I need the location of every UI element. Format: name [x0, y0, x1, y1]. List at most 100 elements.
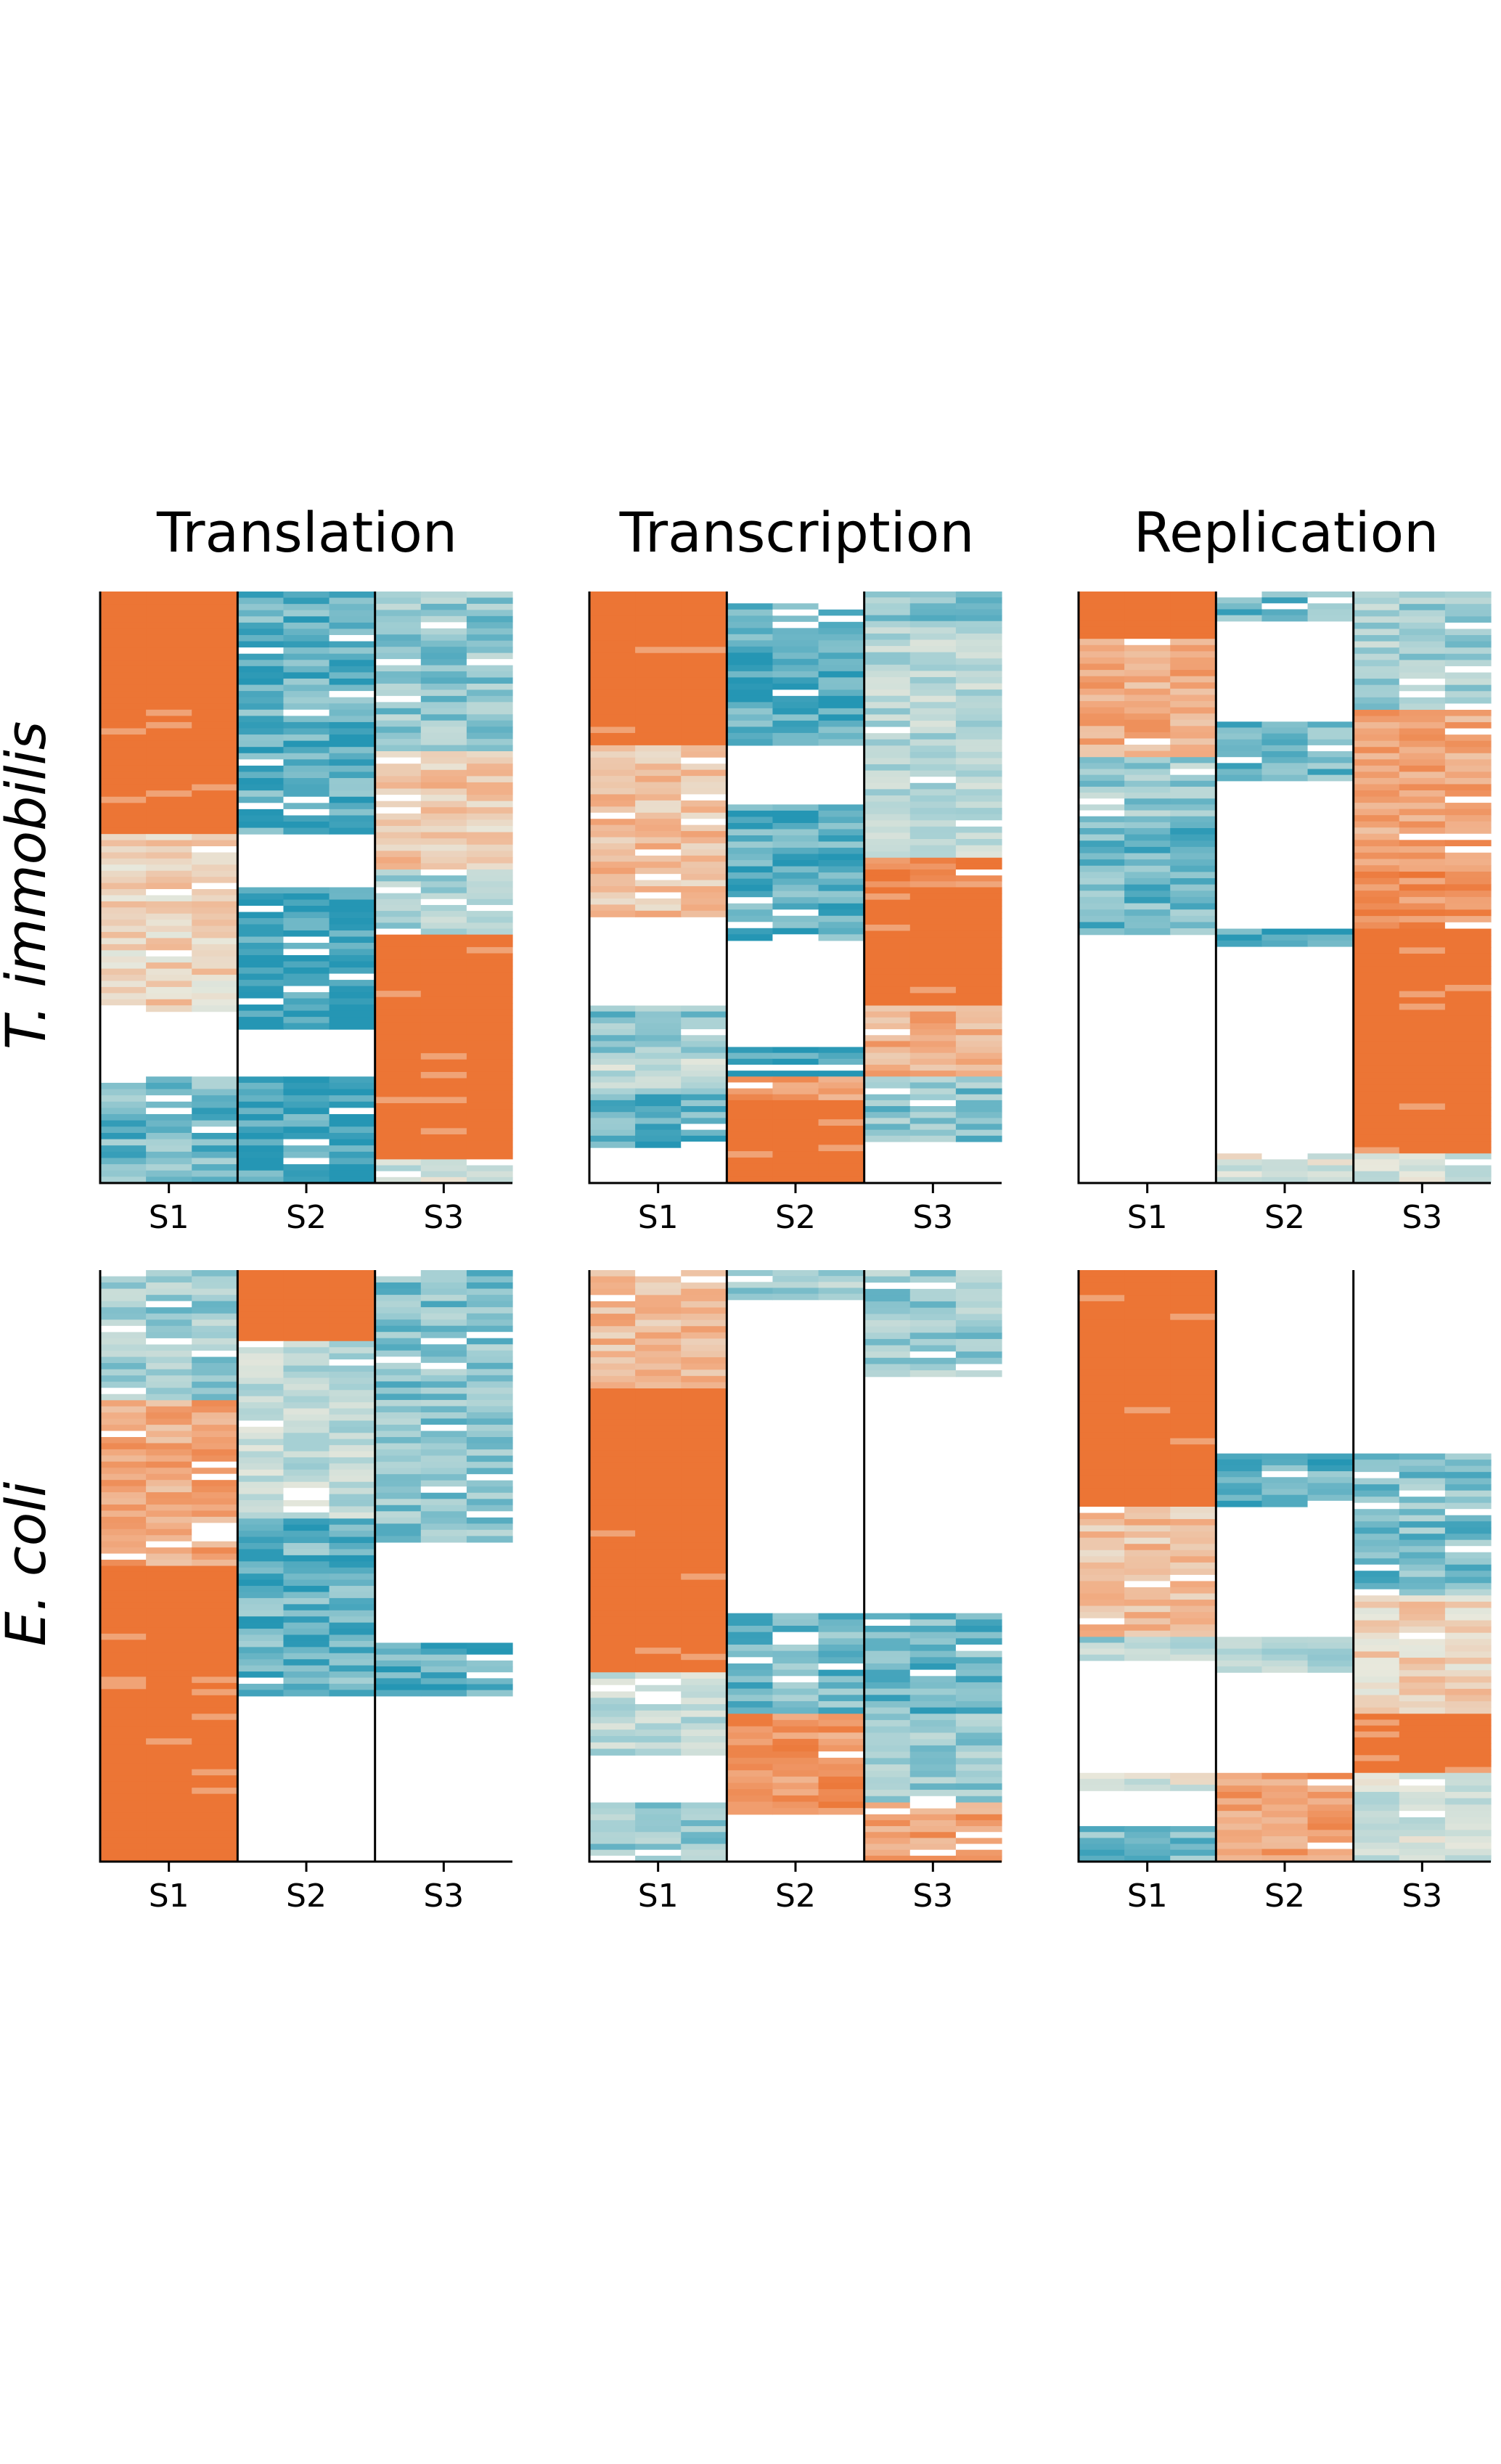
- heatmap-cell: [818, 909, 865, 917]
- heatmap-cell: [909, 789, 957, 796]
- heatmap-cell: [1170, 872, 1216, 879]
- heatmap-cell: [192, 1584, 238, 1592]
- heatmap-cell: [283, 1378, 330, 1385]
- heatmap-cell: [100, 877, 147, 884]
- heatmap-cell: [955, 1838, 1002, 1845]
- heatmap-cell: [192, 753, 238, 760]
- heatmap-cell: [1170, 713, 1216, 721]
- heatmap-cell: [909, 1082, 957, 1089]
- heatmap-cell: [1216, 928, 1263, 936]
- x-tick-label: S2: [1264, 1199, 1305, 1236]
- heatmap-cell: [589, 610, 636, 617]
- heatmap-cell: [1444, 935, 1492, 942]
- heatmap-cell: [1399, 1122, 1446, 1129]
- heatmap-cell: [375, 1078, 422, 1085]
- heatmap-cell: [818, 1688, 865, 1695]
- heatmap-cell: [1170, 774, 1216, 782]
- heatmap-cell: [466, 1078, 513, 1085]
- heatmap-cell: [375, 1529, 422, 1536]
- heatmap-cell: [420, 677, 467, 684]
- heatmap-cell: [237, 1531, 285, 1538]
- heatmap-cell: [192, 597, 238, 605]
- heatmap-cell: [466, 1295, 513, 1302]
- heatmap-cell: [146, 840, 192, 847]
- heatmap-cell: [283, 1433, 330, 1440]
- heatmap-cell: [635, 1579, 682, 1587]
- heatmap-cell: [192, 907, 238, 914]
- heatmap-cell: [1399, 922, 1446, 930]
- heatmap-cell: [1353, 1558, 1400, 1565]
- heatmap-cell: [635, 1425, 682, 1433]
- heatmap-cell: [1124, 810, 1171, 817]
- heatmap-cell: [955, 1364, 1002, 1371]
- heatmap-cell: [192, 697, 238, 704]
- heatmap-cell: [864, 733, 911, 740]
- heatmap-cell: [1124, 1351, 1171, 1358]
- heatmap-cell: [146, 1682, 192, 1690]
- heatmap-cell: [681, 1493, 727, 1500]
- heatmap-cell: [237, 709, 285, 716]
- heatmap-cell: [329, 1481, 376, 1489]
- heatmap-cell: [420, 1462, 467, 1469]
- heatmap-cell: [864, 592, 911, 598]
- heatmap-cell: [237, 1555, 285, 1562]
- heatmap-cell: [146, 1288, 192, 1296]
- heatmap-cell: [146, 740, 192, 748]
- heatmap-cell: [1170, 1574, 1216, 1582]
- heatmap-cell: [329, 784, 376, 791]
- heatmap-cell: [329, 1076, 376, 1084]
- heatmap-cell: [1444, 1465, 1492, 1473]
- heatmap-cell: [375, 628, 422, 635]
- heatmap-cell: [1261, 1494, 1309, 1502]
- heatmap-cell: [1353, 1767, 1400, 1774]
- heatmap-cell: [1399, 871, 1446, 879]
- heatmap-cell: [635, 659, 682, 666]
- heatmap-cell: [100, 1082, 147, 1090]
- heatmap-cell: [283, 1536, 330, 1544]
- heatmap-cell: [283, 1323, 330, 1330]
- heatmap-cell: [864, 745, 911, 753]
- heatmap-cell: [818, 1782, 865, 1790]
- heatmap-cell: [466, 1313, 513, 1320]
- heatmap-cell: [589, 1549, 636, 1556]
- heatmap-cell: [681, 1536, 727, 1544]
- heatmap-cell: [146, 1707, 192, 1714]
- heatmap-cell: [1353, 1761, 1400, 1768]
- heatmap-cell: [466, 1418, 513, 1425]
- heatmap-cell: [1170, 615, 1216, 622]
- heatmap-cell: [192, 1108, 238, 1115]
- heatmap-cell: [864, 1613, 911, 1620]
- heatmap-cell: [772, 897, 819, 904]
- heatmap-cell: [192, 822, 238, 829]
- heatmap-cell: [1444, 691, 1492, 698]
- heatmap-cell: [1444, 1823, 1492, 1830]
- heatmap-cell: [1399, 997, 1446, 1004]
- heatmap-cell: [100, 1332, 147, 1339]
- heatmap-cell: [1353, 1620, 1400, 1627]
- heatmap-cell: [818, 671, 865, 678]
- heatmap-cell: [1399, 734, 1446, 742]
- heatmap-cell: [100, 1769, 147, 1776]
- heatmap-cell: [283, 765, 330, 773]
- heatmap-cell: [237, 918, 285, 925]
- heatmap-cell: [909, 1700, 957, 1708]
- heatmap-cell: [1170, 1500, 1216, 1507]
- heatmap-cell: [283, 672, 330, 679]
- heatmap-cell: [589, 1691, 636, 1698]
- heatmap-cell: [283, 1481, 330, 1489]
- heatmap-cell: [818, 1151, 865, 1158]
- heatmap-cell: [864, 1307, 911, 1315]
- heatmap-cell: [420, 702, 467, 709]
- heatmap-cell: [1353, 1823, 1400, 1830]
- heatmap-cell: [864, 664, 911, 671]
- heatmap-cell: [466, 1375, 513, 1382]
- heatmap-cell: [466, 714, 513, 721]
- heatmap-cell: [1444, 903, 1492, 910]
- heatmap-cell: [237, 1359, 285, 1367]
- heatmap-cell: [909, 1035, 957, 1041]
- heatmap-cell: [864, 801, 911, 809]
- heatmap-track-s3: [375, 592, 513, 1184]
- heatmap-track-s2: [727, 1270, 865, 1815]
- heatmap-cell: [772, 708, 819, 715]
- heatmap-cell: [1170, 793, 1216, 799]
